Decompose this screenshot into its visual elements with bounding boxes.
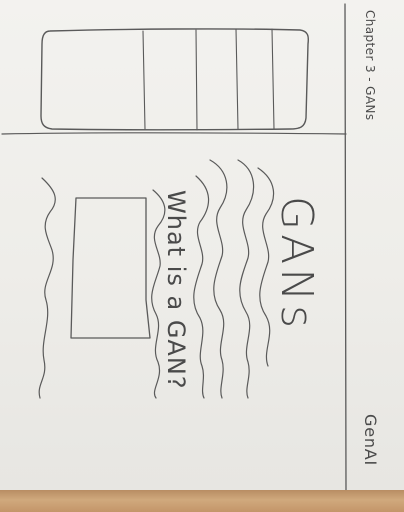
header-divider-line [344, 3, 347, 490]
sketch-drawing [1, 3, 347, 490]
wavy-line-2 [151, 189, 166, 399]
nav-bar-sketch [40, 28, 309, 131]
wavy-line-6 [257, 167, 275, 367]
chapter-label: Chapter 3 - GANs [363, 10, 377, 121]
slide-subtitle: What is a GAN? [162, 190, 190, 390]
footer-label: GenAI [361, 414, 380, 467]
wavy-line-1 [38, 177, 56, 399]
wavy-line-3 [193, 175, 210, 399]
slide-title: GANs [271, 196, 322, 333]
wooden-table-edge [0, 490, 404, 512]
nav-divider-1 [142, 30, 146, 130]
nav-divider-2 [195, 29, 198, 131]
wavy-line-4 [209, 159, 228, 399]
image-placeholder-box [70, 197, 151, 339]
footer-divider-line [1, 132, 347, 135]
nav-divider-4 [271, 28, 275, 130]
paper-sheet [0, 0, 404, 490]
nav-divider-3 [235, 28, 239, 130]
wavy-line-5 [237, 159, 255, 399]
